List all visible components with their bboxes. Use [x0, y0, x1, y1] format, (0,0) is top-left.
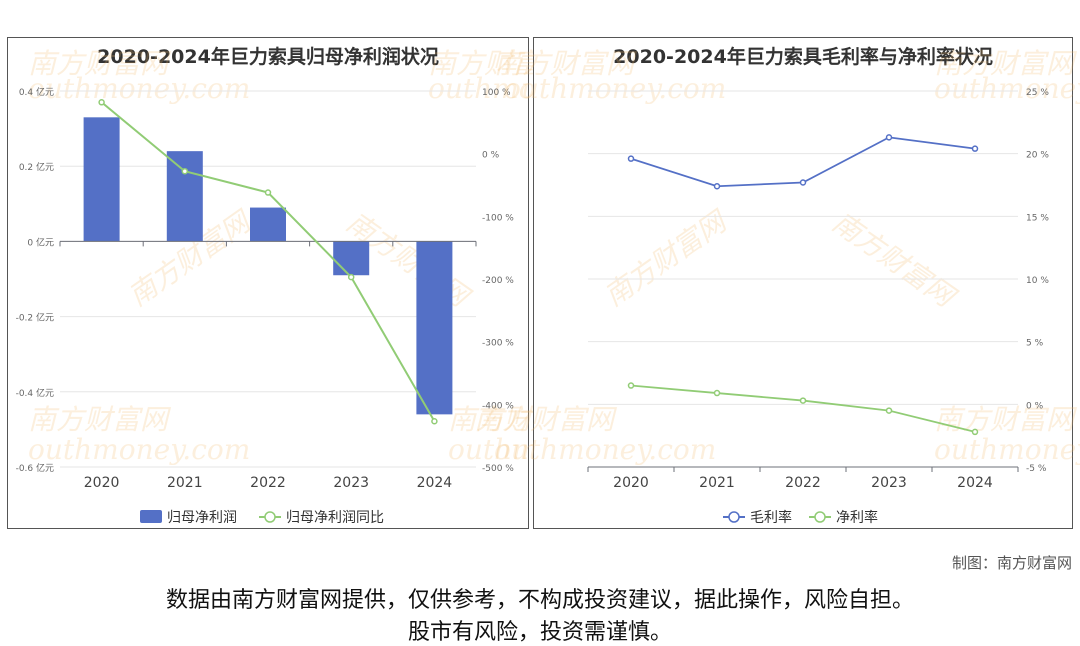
- bar-net-profit: [167, 151, 203, 241]
- point-net-margin: [715, 391, 720, 396]
- x-tick-label: 2024: [957, 475, 993, 491]
- x-tick-label: 2021: [167, 475, 203, 491]
- x-tick-label: 2020: [84, 475, 120, 491]
- legend-label-net-profit: 归母净利润: [167, 509, 237, 526]
- chart-credit: 制图：南方财富网: [952, 552, 1072, 573]
- y-tick-label: 10 %: [1026, 276, 1049, 286]
- point-net-profit-yoy: [99, 100, 104, 105]
- line-gross-margin: [631, 137, 975, 186]
- x-tick-label: 2024: [417, 475, 453, 491]
- point-net-profit-yoy: [349, 275, 354, 280]
- disclaimer-line-1: 数据由南方财富网提供，仅供参考，不构成投资建议，据此操作，风险自担。: [0, 582, 1080, 614]
- point-gross-margin: [973, 146, 978, 151]
- left-chart-panel: 2020-2024年巨力索具归母净利润状况 南方财富网 outhmoney.co…: [7, 37, 529, 529]
- legend-marker-gross-margin: [729, 512, 739, 522]
- legend-marker-yoy: [265, 512, 275, 522]
- y-tick-label: 0 %: [1026, 401, 1044, 411]
- right-chart-panel: 2020-2024年巨力索具毛利率与净利率状况 南方财富网 outhmoney.…: [533, 37, 1073, 529]
- point-gross-margin: [629, 156, 634, 161]
- y-right-tick-label: -300 %: [482, 339, 514, 349]
- y-left-tick-label: 0 亿元: [27, 236, 54, 248]
- point-net-margin: [629, 383, 634, 388]
- y-left-tick-label: -0.2 亿元: [16, 312, 54, 324]
- point-net-margin: [973, 429, 978, 434]
- y-left-tick-label: -0.4 亿元: [16, 387, 54, 399]
- y-left-tick-label: 0.4 亿元: [19, 86, 54, 98]
- point-net-profit-yoy: [182, 169, 187, 174]
- y-right-tick-label: -500 %: [482, 464, 514, 474]
- bar-net-profit: [250, 208, 286, 242]
- y-tick-label: 5 %: [1026, 339, 1044, 349]
- point-gross-margin: [887, 135, 892, 140]
- y-left-tick-label: 0.2 亿元: [19, 161, 54, 173]
- bar-net-profit: [416, 241, 452, 414]
- legend-label-gross-margin: 毛利率: [750, 509, 792, 526]
- legend-label-yoy: 归母净利润同比: [286, 509, 384, 526]
- bar-net-profit: [333, 241, 369, 275]
- y-tick-label: 25 %: [1026, 88, 1049, 98]
- bar-net-profit: [84, 117, 120, 241]
- y-right-tick-label: -200 %: [482, 276, 514, 286]
- x-tick-label: 2023: [333, 475, 369, 491]
- point-gross-margin: [801, 180, 806, 185]
- y-right-tick-label: 100 %: [482, 88, 511, 98]
- legend-swatch-net-profit: [140, 510, 162, 523]
- left-chart-svg: 0.4 亿元 0.2 亿元 0 亿元 -0.2 亿元 -0.4 亿元 -0.6 亿元 100…: [8, 38, 530, 530]
- y-tick-label: 15 %: [1026, 213, 1049, 223]
- x-tick-label: 2022: [250, 475, 286, 491]
- y-tick-label: 20 %: [1026, 151, 1049, 161]
- line-net-margin: [631, 386, 975, 432]
- x-tick-label: 2021: [699, 475, 735, 491]
- y-right-tick-label: 0 %: [482, 151, 500, 161]
- point-net-margin: [887, 408, 892, 413]
- y-tick-label: -5 %: [1026, 464, 1047, 474]
- x-tick-label: 2020: [613, 475, 649, 491]
- y-right-tick-label: -100 %: [482, 213, 514, 223]
- disclaimer-line-2: 股市有风险，投资需谨慎。: [0, 614, 1080, 646]
- x-tick-label: 2022: [785, 475, 821, 491]
- point-gross-margin: [715, 184, 720, 189]
- y-right-tick-label: -400 %: [482, 401, 514, 411]
- point-net-profit-yoy: [266, 190, 271, 195]
- line-net-profit-yoy: [102, 102, 435, 421]
- point-net-margin: [801, 398, 806, 403]
- legend-marker-net-margin: [815, 512, 825, 522]
- x-tick-label: 2023: [871, 475, 907, 491]
- y-left-tick-label: -0.6 亿元: [16, 462, 54, 474]
- legend-label-net-margin: 净利率: [836, 509, 878, 526]
- right-chart-svg: 25 %20 %15 %10 %5 %0 %-5 %20202021202220…: [534, 38, 1074, 530]
- point-net-profit-yoy: [432, 419, 437, 424]
